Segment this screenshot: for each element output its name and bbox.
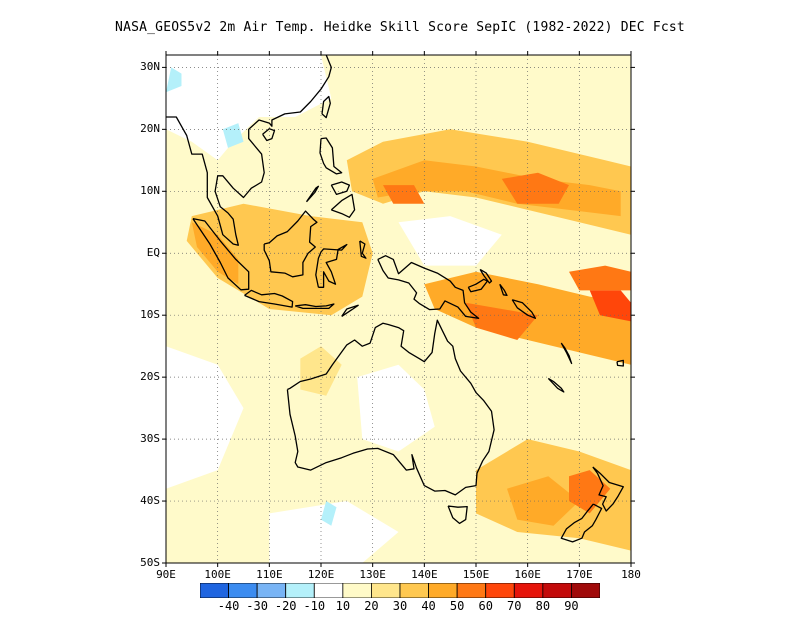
colorbar-swatch-6: [371, 582, 401, 599]
colorbar: [199, 582, 601, 599]
colorbar-label: -30: [246, 599, 268, 613]
field-indian-white: [166, 346, 244, 489]
field-east-hot-2: [569, 265, 631, 291]
lat-label-30N: 30N: [140, 60, 160, 74]
field-maritime-warm: [186, 203, 373, 316]
field-china-white: [166, 55, 332, 161]
coastline-visayas: [330, 181, 351, 196]
field-china-blue: [166, 67, 182, 93]
colorbar-label: 50: [449, 599, 465, 613]
map-title: NASA_GEOS5v2 2m Air Temp. Heidke Skill S…: [115, 20, 685, 35]
field-east-hot: [589, 290, 631, 322]
lat-label-EQ: EQ: [146, 246, 160, 260]
coastline-vanuatu: [560, 342, 573, 365]
coastline-nz-north: [592, 466, 624, 512]
colorbar-label: 10: [335, 599, 351, 613]
coastline-halmahera: [359, 240, 367, 259]
lat-label-20S: 20S: [140, 370, 160, 384]
lon-label-160E: 160E: [514, 568, 541, 581]
coastline-solomons: [511, 299, 537, 319]
colorbar-swatch-13: [571, 582, 601, 599]
lon-label-150E: 150E: [462, 568, 490, 581]
field-coral-sea-core: [465, 302, 538, 340]
lon-label-100E: 100E: [204, 568, 231, 581]
coastline-sumatra: [192, 217, 250, 291]
colorbar-swatch-7: [399, 582, 429, 599]
colorbar-label: 40: [421, 599, 436, 613]
colorbar-swatch-11: [513, 582, 544, 599]
lon-label-140E: 140E: [411, 568, 438, 581]
coastline-nz-south: [560, 503, 603, 543]
coastline-hainan: [262, 128, 276, 142]
coastline-bougainville: [499, 283, 508, 297]
coastline-tasmania: [447, 505, 468, 525]
colorbar-label: 20: [364, 599, 379, 613]
coastline-taiwan: [321, 95, 331, 119]
coastline-lesser-sundas: [294, 303, 335, 310]
colorbar-swatches: [199, 582, 601, 599]
coastline-palawan: [305, 185, 320, 203]
lon-label-110E: 110E: [256, 568, 283, 581]
lon-label-130E: 130E: [359, 568, 386, 581]
coastline-timor: [341, 304, 359, 317]
colorbar-label: 80: [535, 599, 551, 613]
colorbar-label: 90: [564, 599, 579, 613]
field-nz-warm: [569, 470, 611, 514]
lat-label-50S: 50S: [140, 556, 160, 569]
coastline-fiji: [616, 359, 624, 367]
field-equatorial-white: [398, 216, 502, 266]
coastline-java: [244, 289, 294, 308]
coastline-new-ireland: [479, 268, 493, 284]
coastline-australia: [286, 319, 495, 496]
colorbar-swatch-2: [256, 582, 287, 599]
map-frame: [165, 54, 632, 564]
colorbar-swatch-4: [313, 582, 344, 599]
colorbar-swatch-3: [285, 582, 315, 599]
colorbar-swatch-1: [228, 582, 258, 599]
field-south-white: [269, 501, 399, 563]
colorbar-swatch-10: [485, 582, 515, 599]
field-nw-australia-warm: [300, 346, 342, 396]
lat-label-20N: 20N: [140, 122, 160, 136]
lon-label-90E: 90E: [156, 568, 176, 581]
field-south-blue: [321, 501, 337, 526]
colorbar-swatch-5: [342, 582, 372, 599]
field-hot-spot-10n-155e: [501, 172, 569, 204]
coastline-asia-mainland: [166, 55, 332, 246]
field-australia-white: [357, 364, 435, 452]
coastline-mindanao: [330, 193, 356, 218]
lon-label-180: 180: [621, 568, 641, 581]
coastline-new-guinea: [377, 255, 480, 319]
coastline-luzon: [319, 137, 343, 175]
lat-label-10N: 10N: [140, 184, 160, 198]
lat-label-30S: 30S: [140, 432, 160, 446]
field-tasman-core: [507, 476, 580, 526]
coastline-sulawesi: [315, 243, 348, 288]
plot-area: [166, 55, 631, 563]
colorbar-label: 30: [392, 599, 408, 613]
colorbar-label: -20: [274, 599, 297, 613]
colorbar-label: -10: [303, 599, 326, 613]
lat-label-10S: 10S: [140, 308, 160, 322]
colorbar-swatch-9: [456, 582, 487, 599]
coastline-new-caledonia: [547, 377, 565, 393]
lon-label-120E: 120E: [307, 568, 335, 581]
colorbar-swatch-12: [542, 582, 572, 599]
lat-label-40S: 40S: [140, 494, 160, 508]
colorbar-label: -40: [217, 599, 240, 613]
colorbar-label: 60: [478, 599, 493, 613]
colorbar-swatch-8: [428, 582, 458, 599]
field-hot-spot-10n-135e: [383, 185, 425, 204]
colorbar-label: 70: [507, 599, 522, 613]
coastline-borneo: [263, 210, 318, 278]
colorbar-swatch-0: [199, 582, 229, 599]
lon-label-170E: 170E: [566, 568, 593, 581]
